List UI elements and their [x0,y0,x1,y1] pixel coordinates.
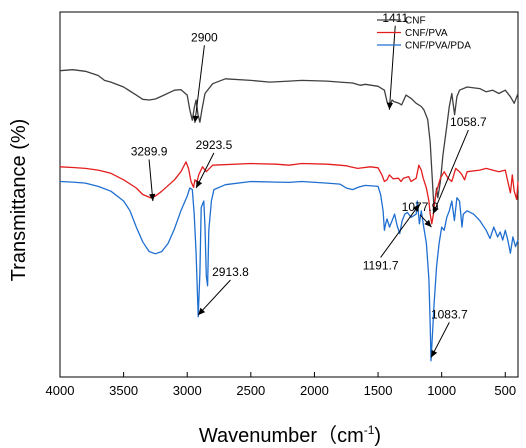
annotation-arrowhead [196,180,203,188]
annotation-arrow [432,129,469,215]
annotation-arrowhead [412,204,420,212]
x-tick-label: 1000 [427,383,456,398]
annotation-arrowhead [386,102,394,110]
annotation-label: 1411 [382,11,408,25]
spectrum-series [59,69,519,362]
annotation-label: 1191.7 [363,258,399,272]
annotation-arrowhead [424,219,432,228]
annotation-arrow [197,279,231,316]
annotation-label: 1083.7 [431,307,468,321]
annotation-label: 1077.9 [402,200,439,214]
x-tick-label: 4000 [46,383,75,398]
annotation-arrowhead [149,193,156,202]
annotation-arrow [194,45,205,123]
x-tick-label: 3500 [109,383,138,398]
annotation-label: 2900 [191,30,218,44]
legend-label: CNF/PVA [405,28,448,39]
annotation-label: 1058.7 [450,115,487,129]
annotation-label: 3289.9 [131,144,168,158]
series-line-0 [59,69,519,209]
annotation-label: 2913.8 [212,265,249,279]
x-axis-ticks: 4000 3500 3000 2500 2000 1500 1000 500 [46,372,516,398]
legend-label: CNF [405,16,426,27]
annotation-arrow [388,25,396,110]
annotation-arrow [380,203,420,258]
plot-frame [59,11,519,378]
annotation-arrowhead [192,115,199,123]
x-axis-title-close: ) [374,425,381,447]
x-tick-label: 2500 [236,383,265,398]
x-axis-title-main: Wavenumber（cm [199,424,364,447]
x-axis-title: Wavenumber（cm-1) [199,423,381,447]
legend-label: CNF/PVA/PDA [405,41,471,52]
x-tick-label: 2000 [300,383,329,398]
annotation-label: 2923.5 [196,138,233,152]
x-axis-title-superscript: -1 [364,423,375,437]
annotation-arrowhead [432,206,439,215]
annotation-arrowhead [431,349,438,358]
peak-annotations: 2900 1411 3289.9 2923.5 1058.7 1077.9 1191.7 29… [131,11,487,358]
x-tick-label: 500 [494,383,516,398]
series-line-1 [59,161,519,225]
annotation-arrowhead [198,307,206,316]
x-tick-label: 1500 [364,383,393,398]
series-line-2 [59,180,519,362]
x-tick-label: 3000 [173,383,202,398]
y-axis-title: Transmittance (%) [8,119,30,282]
